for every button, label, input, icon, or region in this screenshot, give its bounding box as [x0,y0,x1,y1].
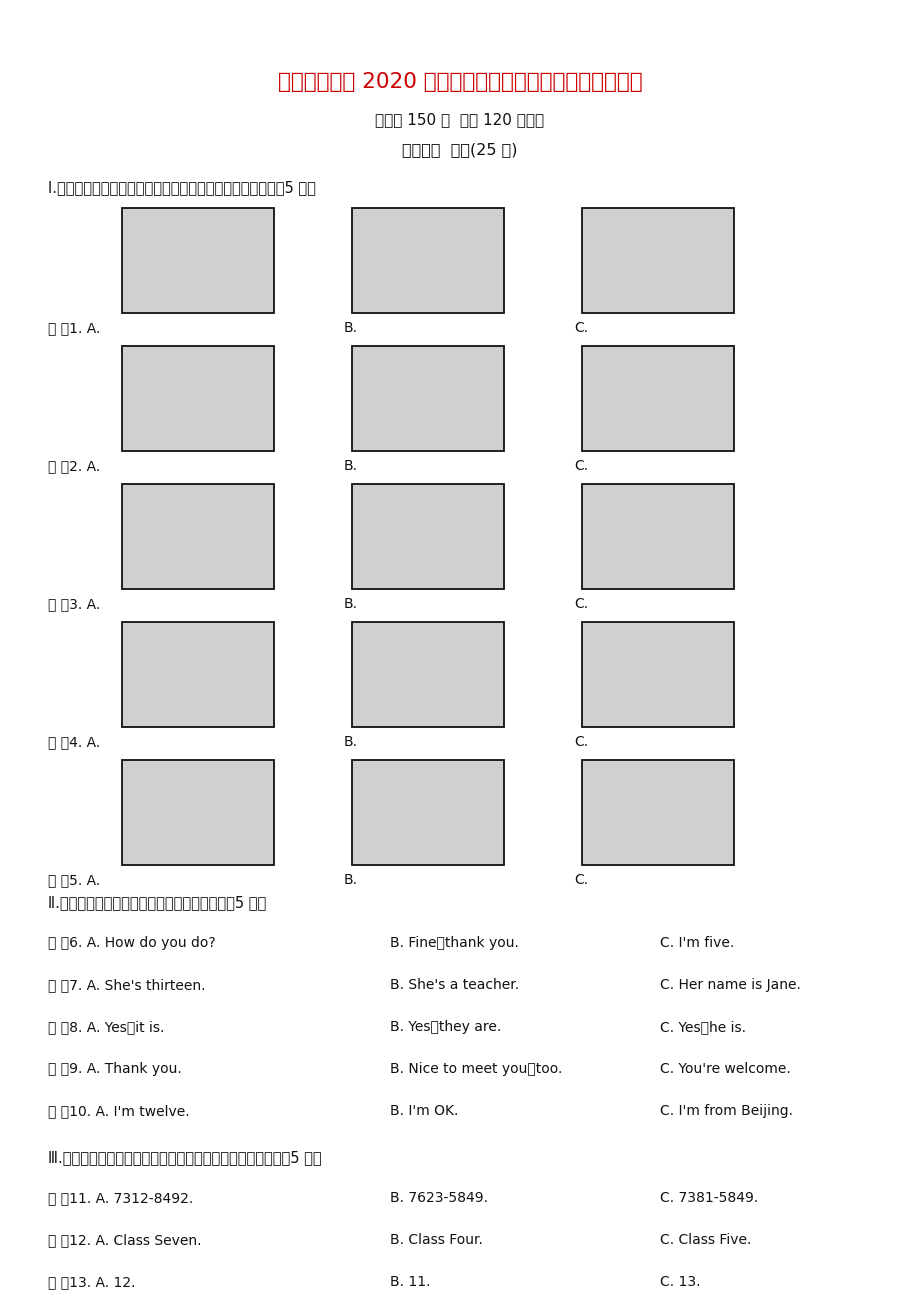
Text: 福建省莆田市 2020 学年七年级英语上学期第一次月考试题: 福建省莆田市 2020 学年七年级英语上学期第一次月考试题 [278,72,641,92]
Bar [352,622,504,727]
Text: B. Yes，they are.: B. Yes，they are. [390,1019,501,1034]
Bar [352,346,504,450]
Text: Ⅲ.听对话及问题，选择正确答案。每组对话和问题读两遍。（5 分）: Ⅲ.听对话及问题，选择正确答案。每组对话和问题读两遍。（5 分） [48,1151,322,1165]
Text: C. You're welcome.: C. You're welcome. [659,1062,790,1075]
Text: B.: B. [344,736,357,749]
Bar [122,484,274,589]
Text: B. Fine，thank you.: B. Fine，thank you. [390,936,518,950]
Bar [352,760,504,865]
Text: B. Nice to meet you，too.: B. Nice to meet you，too. [390,1062,562,1075]
Text: （ ）13. A. 12.: （ ）13. A. 12. [48,1275,135,1289]
Text: B. 11.: B. 11. [390,1275,430,1289]
Text: C. I'm five.: C. I'm five. [659,936,733,950]
Text: B.: B. [344,874,357,887]
Text: B. 7623-5849.: B. 7623-5849. [390,1191,487,1204]
Bar [122,208,274,312]
Text: C.: C. [573,460,587,473]
Text: C.: C. [573,736,587,749]
Text: （ ）2. A.: （ ）2. A. [48,460,100,473]
Text: （ ）1. A.: （ ）1. A. [48,322,100,335]
Bar [122,760,274,865]
Text: 第一部分  听力(25 分): 第一部分 听力(25 分) [402,142,517,158]
Text: （ ）5. A.: （ ）5. A. [48,874,100,887]
Text: （ ）11. A. 7312-8492.: （ ）11. A. 7312-8492. [48,1191,193,1204]
Bar [582,484,733,589]
Text: B.: B. [344,598,357,611]
Text: C.: C. [573,598,587,611]
Text: Ⅰ.听句子或对话，选择正确图片。每个句子或对话读两遍。（5 分）: Ⅰ.听句子或对话，选择正确图片。每个句子或对话读两遍。（5 分） [48,181,315,195]
Text: C. 7381-5849.: C. 7381-5849. [659,1191,757,1204]
Text: C. 13.: C. 13. [659,1275,699,1289]
Text: （ ）7. A. She's thirteen.: （ ）7. A. She's thirteen. [48,978,205,992]
Bar [582,346,733,450]
Text: （ ）12. A. Class Seven.: （ ）12. A. Class Seven. [48,1233,201,1247]
Text: （满分 150 分  时间 120 分钟）: （满分 150 分 时间 120 分钟） [375,112,544,128]
Text: （ ）10. A. I'm twelve.: （ ）10. A. I'm twelve. [48,1104,189,1118]
Bar [582,622,733,727]
Text: （ ）9. A. Thank you.: （ ）9. A. Thank you. [48,1062,182,1075]
Bar [122,622,274,727]
Text: C. Yes，he is.: C. Yes，he is. [659,1019,745,1034]
Bar [582,208,733,312]
Text: C. Her name is Jane.: C. Her name is Jane. [659,978,800,992]
Text: C. Class Five.: C. Class Five. [659,1233,751,1247]
Text: C.: C. [573,874,587,887]
Text: B.: B. [344,460,357,473]
Text: B.: B. [344,322,357,335]
Text: B. She's a teacher.: B. She's a teacher. [390,978,518,992]
Text: C. I'm from Beijing.: C. I'm from Beijing. [659,1104,792,1118]
Bar [582,760,733,865]
Bar [352,208,504,312]
Bar [122,346,274,450]
Text: （ ）3. A.: （ ）3. A. [48,598,100,611]
Text: Ⅱ.听句子，选择正确答语。每个句子读两遍。（5 分）: Ⅱ.听句子，选择正确答语。每个句子读两遍。（5 分） [48,896,266,910]
Text: （ ）8. A. Yes，it is.: （ ）8. A. Yes，it is. [48,1019,165,1034]
Text: C.: C. [573,322,587,335]
Text: B. I'm OK.: B. I'm OK. [390,1104,458,1118]
Bar [352,484,504,589]
Text: （ ）6. A. How do you do?: （ ）6. A. How do you do? [48,936,215,950]
Text: （ ）4. A.: （ ）4. A. [48,736,100,749]
Text: B. Class Four.: B. Class Four. [390,1233,482,1247]
